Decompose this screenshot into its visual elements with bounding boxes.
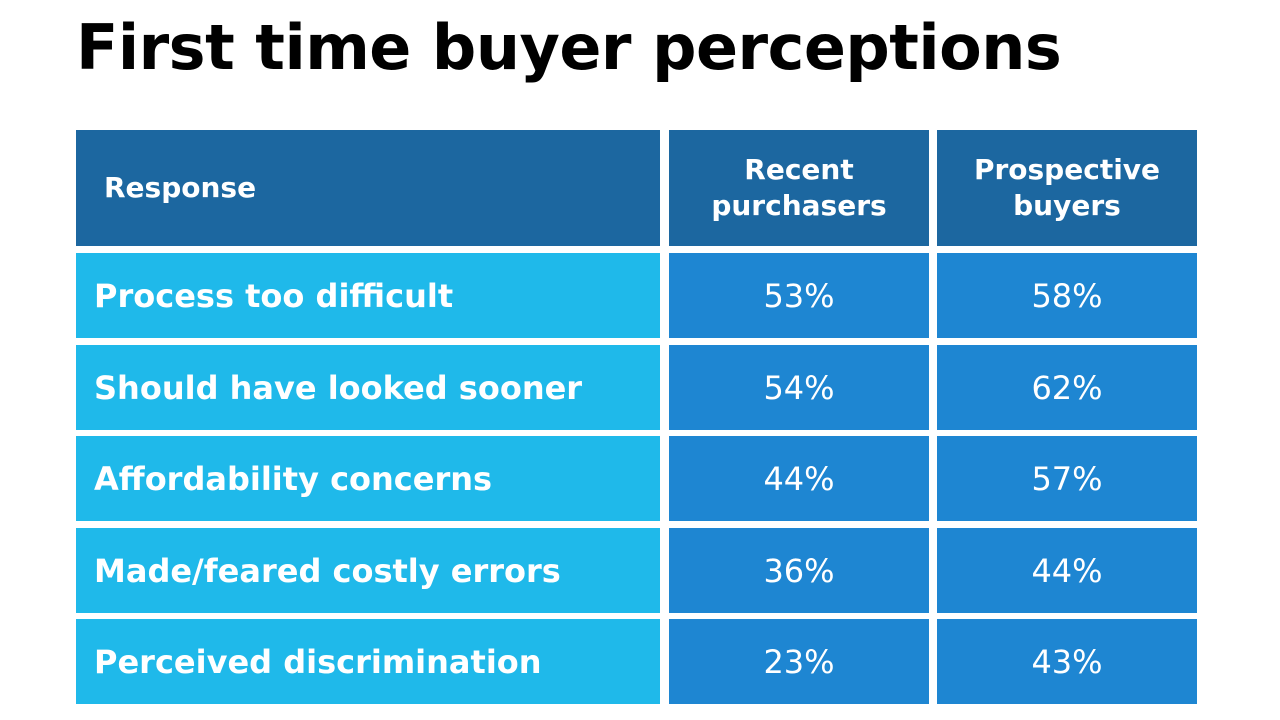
row-label: Made/feared costly errors <box>76 528 660 613</box>
header-column-1: Recent purchasers <box>669 130 929 246</box>
row-label: Perceived discrimination <box>76 619 660 704</box>
value-prospective-buyers: 57% <box>937 436 1197 521</box>
row-label: Affordability concerns <box>76 436 660 521</box>
header-label: Recent purchasers <box>711 152 886 224</box>
value-recent-purchasers: 53% <box>669 253 929 338</box>
header-label: Prospective buyers <box>974 152 1160 224</box>
value-prospective-buyers: 58% <box>937 253 1197 338</box>
header-label-line: Response <box>104 171 257 204</box>
header-label-line: Recent <box>744 153 854 186</box>
value-recent-purchasers: 23% <box>669 619 929 704</box>
header-label: Response <box>104 170 256 206</box>
row-label: Should have looked sooner <box>76 345 660 430</box>
page-title: First time buyer perceptions <box>76 11 1062 84</box>
value-prospective-buyers: 44% <box>937 528 1197 613</box>
value-prospective-buyers: 62% <box>937 345 1197 430</box>
header-label-line: purchasers <box>711 189 887 222</box>
header-label-line: Prospective <box>973 153 1161 186</box>
value-prospective-buyers: 43% <box>937 619 1197 704</box>
row-label: Process too difficult <box>76 253 660 338</box>
header-column-2: Prospective buyers <box>937 130 1197 246</box>
value-recent-purchasers: 36% <box>669 528 929 613</box>
header-label-line: buyers <box>1013 189 1121 222</box>
header-response: Response <box>76 130 660 246</box>
value-recent-purchasers: 44% <box>669 436 929 521</box>
value-recent-purchasers: 54% <box>669 345 929 430</box>
